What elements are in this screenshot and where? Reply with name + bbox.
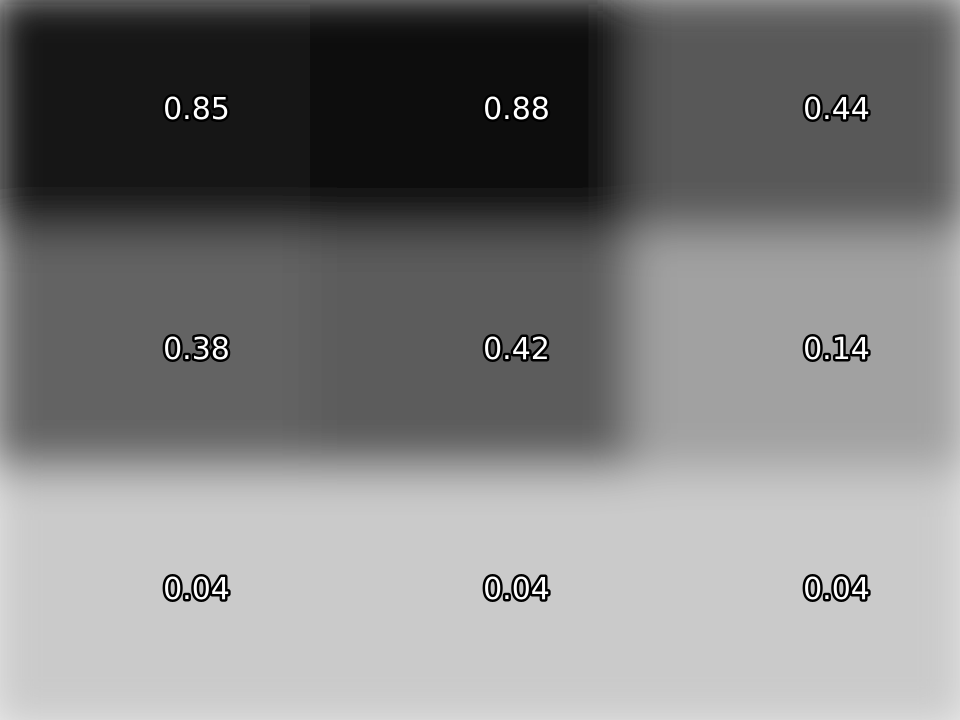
density-blob-r1-c2	[630, 230, 960, 490]
cell-label-r2-c2: 0.04	[803, 572, 870, 607]
density-blob-r2-c0	[0, 470, 330, 720]
cell-value-labels: 0.85 0.88 0.44 0.38 0.42 0.14 0.04 0.04 0.04	[161, 89, 873, 609]
density-blob-r2-c2	[630, 470, 960, 720]
density-blob-r0-c0	[0, 0, 330, 250]
cell-label-r1-c2: 0.14	[803, 332, 870, 367]
cell-label-r0-c0: 0.85	[163, 92, 230, 127]
cell-label-r1-c0: 0.38	[163, 332, 230, 367]
density-blob-r1-c1	[310, 230, 650, 490]
density-blob-r0-c1	[310, 0, 650, 250]
cell-label-r1-c1: 0.42	[483, 332, 550, 367]
density-blob-r0-c2	[630, 0, 960, 250]
density-blob-r2-c1	[310, 470, 650, 720]
density-blob-r1-c0	[0, 230, 330, 490]
cell-label-r0-c1: 0.88	[483, 92, 550, 127]
cell-label-r2-c0: 0.04	[163, 572, 230, 607]
cell-label-r2-c1: 0.04	[483, 572, 550, 607]
cell-label-r0-c2: 0.44	[803, 92, 870, 127]
